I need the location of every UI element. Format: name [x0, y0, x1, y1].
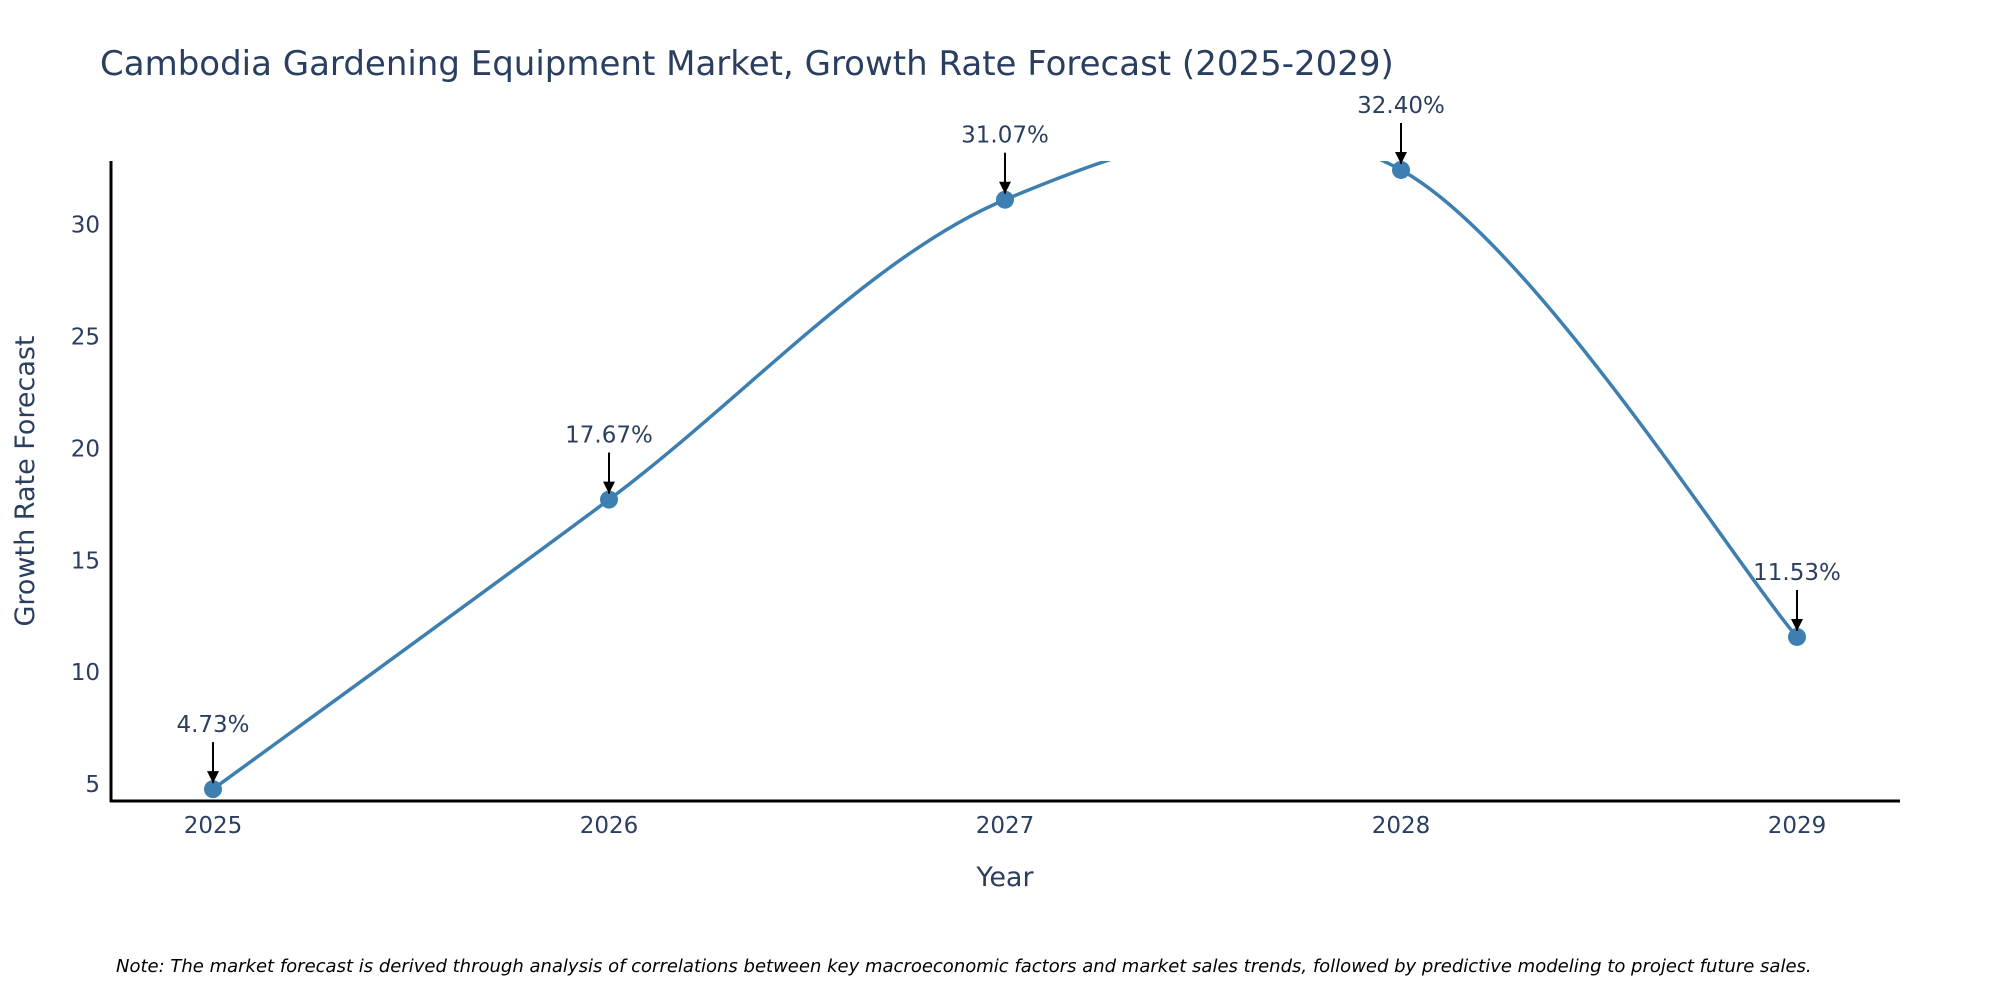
y-tick-label: 10: [71, 660, 100, 686]
y-tick-label: 5: [85, 772, 100, 798]
data-label: 4.73%: [176, 712, 249, 738]
x-tick-label: 2025: [184, 813, 243, 839]
data-label: 17.67%: [565, 423, 653, 449]
y-axis-title: Growth Rate Forecast: [10, 335, 41, 626]
footnote: Note: The market forecast is derived thr…: [116, 956, 1812, 977]
data-point: [204, 780, 222, 799]
data-point: [600, 490, 618, 509]
x-tick-label: 2027: [976, 813, 1035, 839]
y-tick-label: 20: [71, 436, 100, 462]
data-point: [1392, 160, 1410, 179]
series-line: [211, 161, 1799, 791]
data-label: 11.53%: [1753, 560, 1841, 586]
data-labels: 4.73% 17.67% 31.07% 32.40% 11.53%: [176, 93, 1841, 784]
data-label: 32.40%: [1357, 93, 1445, 119]
data-points: [204, 160, 1806, 799]
data-point: [1788, 627, 1806, 646]
x-tick-label: 2028: [1372, 813, 1431, 839]
x-tick-label: 2029: [1768, 813, 1827, 839]
y-tick-label: 25: [71, 325, 100, 351]
x-tick-label: 2026: [580, 813, 639, 839]
y-axis-ticks: 5 10 15 20 25 30: [71, 213, 100, 798]
x-axis-title: Year: [975, 862, 1034, 893]
y-tick-label: 30: [71, 213, 100, 239]
chart-title: Cambodia Gardening Equipment Market, Gro…: [100, 44, 1394, 84]
x-axis-ticks: 2025 2026 2027 2028 2029: [184, 813, 1827, 839]
data-point: [996, 190, 1014, 209]
y-tick-label: 15: [71, 548, 100, 574]
data-label: 31.07%: [961, 123, 1049, 149]
